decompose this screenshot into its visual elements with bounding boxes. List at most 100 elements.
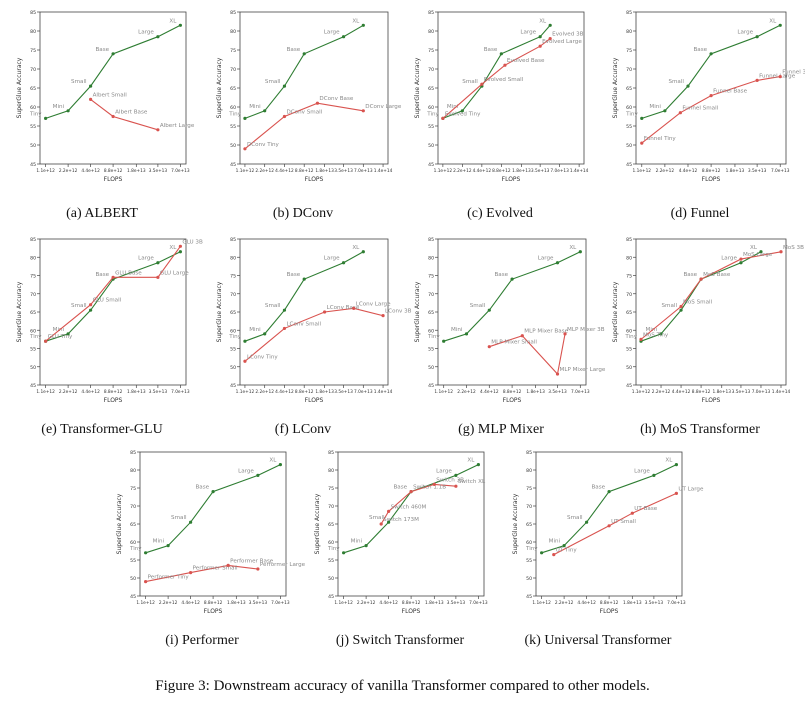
series-line-variant: [145, 564, 258, 583]
chart-panel-2: 45 50 55 60 65 70 75 80 85 1.1e+12 2.2e+12 4.4e+12 8…: [212, 8, 402, 186]
data-point-baseline: [755, 35, 759, 39]
data-point-baseline: [144, 551, 148, 555]
data-point-variant: [89, 303, 93, 307]
y-tick-label: 80: [526, 468, 532, 474]
point-label: Funnel 3B: [782, 70, 805, 76]
data-point-variant: [256, 567, 260, 571]
point-label: Performer Base: [230, 558, 274, 564]
y-tick-label: 70: [526, 504, 532, 510]
point-label: MLP Mixer 3B: [567, 327, 605, 333]
series-line-baseline: [640, 251, 762, 342]
x-axis-label: FLOPS: [305, 397, 324, 404]
data-point-variant: [409, 490, 413, 494]
y-tick-label: 45: [626, 383, 632, 389]
point-label: LConv Tiny: [247, 354, 278, 360]
x-axis-label: FLOPS: [402, 608, 421, 615]
plot-frame: [337, 451, 485, 597]
data-point-baseline: [487, 308, 491, 312]
x-tick-label: 7.0e+13: [550, 168, 569, 174]
y-tick-label: 50: [30, 143, 36, 149]
y-axis-label: SuperGlue Accuracy: [512, 493, 519, 554]
point-label: GLU Large: [160, 270, 189, 276]
data-point-baseline: [499, 52, 503, 56]
x-tick-label: 3.5e+13: [548, 389, 567, 395]
x-tick-label: 2.2e+12: [59, 168, 78, 174]
y-axis-label: SuperGlue Accuracy: [216, 57, 223, 118]
point-label: XL: [352, 245, 360, 251]
chart-panel-11: 45 50 55 60 65 70 75 80 85 1.1e+12 2.2e+12 4.4e+12 8…: [508, 448, 704, 618]
y-tick-label: 55: [130, 558, 136, 564]
x-tick-label: 2.2e+12: [255, 389, 274, 395]
y-tick-label: 60: [30, 328, 36, 334]
point-label: Tiny: [525, 546, 538, 552]
point-label: XL: [665, 458, 673, 464]
y-tick-label: 55: [30, 124, 36, 130]
y-tick-label: 55: [428, 124, 434, 130]
y-axis-label: SuperGlue Accuracy: [612, 281, 619, 342]
y-tick-label: 85: [526, 450, 532, 456]
data-point-variant: [555, 372, 560, 376]
point-label: Small: [668, 79, 684, 85]
series-line-baseline: [145, 464, 281, 554]
data-point-baseline: [44, 116, 48, 120]
y-tick-label: 60: [428, 328, 434, 334]
y-tick-label: 75: [30, 274, 36, 280]
x-tick-label: 4.4e+12: [672, 389, 691, 395]
x-tick-label: 8.8e+12: [600, 600, 619, 606]
x-tick-label: 7.0e+13: [571, 389, 590, 395]
y-tick-label: 75: [428, 48, 434, 54]
series-line-baseline: [45, 24, 181, 119]
data-point-baseline: [361, 250, 365, 254]
y-tick-label: 60: [328, 540, 334, 546]
x-tick-label: 1.1e+12: [36, 389, 55, 395]
point-label: MLP Mixer Base: [524, 329, 568, 335]
y-tick-label: 75: [30, 48, 36, 54]
x-tick-label: 1.8e+13: [623, 600, 642, 606]
x-tick-label: 1.8e+13: [227, 600, 246, 606]
x-tick-label: 3.5e+13: [249, 600, 268, 606]
data-point-variant: [679, 304, 683, 309]
point-label: Base: [195, 485, 209, 491]
y-tick-label: 85: [626, 10, 632, 16]
x-tick-label: 7.0e+13: [171, 168, 190, 174]
data-point-variant: [379, 522, 383, 526]
y-tick-label: 45: [230, 383, 236, 389]
data-point-baseline: [464, 332, 469, 336]
series-line-variant: [489, 333, 566, 376]
data-point-variant: [778, 75, 782, 79]
point-label: Tiny: [625, 111, 638, 117]
data-point-baseline: [178, 250, 182, 254]
plot-frame: [239, 238, 389, 386]
data-point-baseline: [89, 84, 93, 88]
y-tick-label: 80: [328, 468, 334, 474]
series-line-variant: [553, 492, 677, 556]
x-tick-label: 4.4e+12: [275, 389, 294, 395]
x-tick-label: 2.2e+12: [159, 600, 178, 606]
y-tick-label: 80: [30, 255, 36, 261]
subfigure-caption: (f) LConv: [274, 422, 332, 437]
point-label: Mini: [249, 104, 261, 110]
data-point-baseline: [578, 250, 582, 254]
figure-caption: Figure 3: Downstream accuracy of vanilla…: [155, 678, 650, 694]
y-tick-label: 75: [428, 274, 434, 280]
point-label: Mini: [447, 104, 459, 110]
data-point-variant: [144, 580, 148, 584]
x-tick-label: 3.5e+13: [531, 168, 550, 174]
point-label: XL: [467, 458, 475, 464]
data-point-variant: [432, 482, 436, 486]
point-label: MoS Base: [703, 272, 731, 278]
point-label: Large: [436, 468, 452, 474]
data-point-baseline: [156, 35, 160, 39]
x-axis-label: FLOPS: [502, 176, 521, 183]
point-label: Albert Small: [93, 92, 128, 98]
x-tick-label: 1.1e+12: [532, 600, 551, 606]
point-label: Large: [324, 256, 340, 262]
data-point-baseline: [652, 473, 656, 477]
y-tick-label: 50: [230, 365, 236, 371]
point-label: XL: [169, 245, 177, 251]
point-label: UT Small: [611, 519, 636, 525]
point-label: Albert Base: [115, 110, 148, 116]
